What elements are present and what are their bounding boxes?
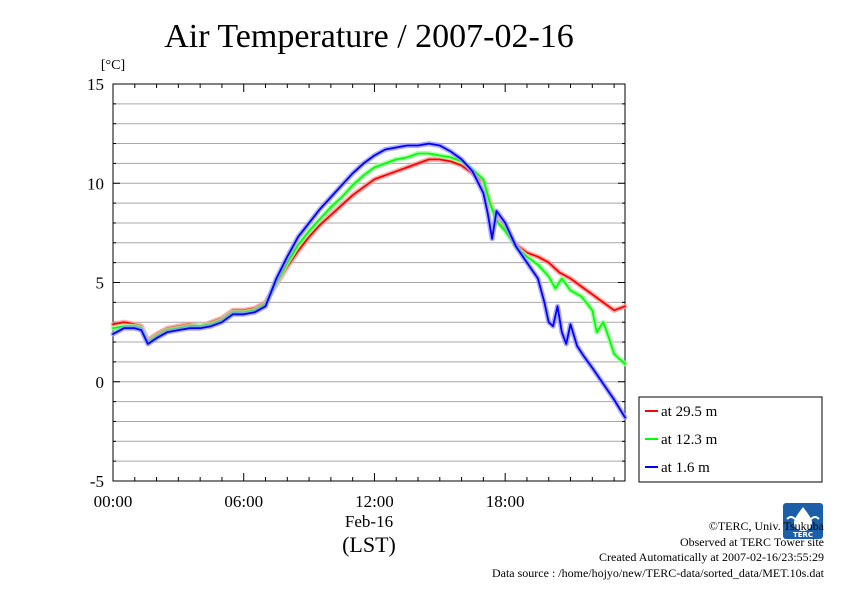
chart-title: Air Temperature / 2007-02-16 xyxy=(164,18,574,55)
grid-lines xyxy=(113,103,625,462)
legend-label: at 29.5 m xyxy=(661,404,718,420)
source-text: Data source : /home/hojyo/new/TERC-data/… xyxy=(491,565,824,580)
x-tick-label: 00:00 xyxy=(94,492,133,511)
series-lines xyxy=(110,141,628,420)
terc-logo: TERC xyxy=(783,503,823,539)
created-text: Created Automatically at 2007-02-16/23:5… xyxy=(599,550,824,564)
y-tick-label: -5 xyxy=(90,472,104,491)
x-tick-label: 18:00 xyxy=(486,492,525,511)
x-tick-label: 12:00 xyxy=(355,492,394,511)
y-axis-unit-label: [°C] xyxy=(101,58,125,73)
y-tick-label: 5 xyxy=(96,274,105,293)
axes: -5 0 5 10 15 00:00 06:00 12:00 18:00 xyxy=(87,75,626,511)
x-axis-timezone-label: (LST) xyxy=(342,532,396,557)
y-tick-label: 15 xyxy=(87,75,104,94)
credits-block: ©TERC, Univ. Tsukuba Observed at TERC To… xyxy=(492,519,824,581)
x-tick-label: 06:00 xyxy=(224,492,263,511)
wave-icon xyxy=(786,516,820,520)
y-tick-label: 10 xyxy=(87,174,104,193)
copyright-text: ©TERC, Univ. Tsukuba xyxy=(708,519,824,533)
legend-box xyxy=(638,396,823,483)
series-line xyxy=(112,142,626,419)
logo-text: TERC xyxy=(793,531,813,539)
legend-label: at 1.6 m xyxy=(661,460,710,476)
y-tick-label: 0 xyxy=(96,373,105,392)
observed-text: Observed at TERC Tower site xyxy=(679,534,824,549)
series-3 xyxy=(110,141,628,420)
legend: at 29.5 m at 12.3 m at 1.6 m xyxy=(638,396,823,483)
water-drop-icon xyxy=(794,507,812,531)
legend-label: at 12.3 m xyxy=(661,432,718,448)
x-axis-date-label: Feb-16 xyxy=(345,512,393,531)
